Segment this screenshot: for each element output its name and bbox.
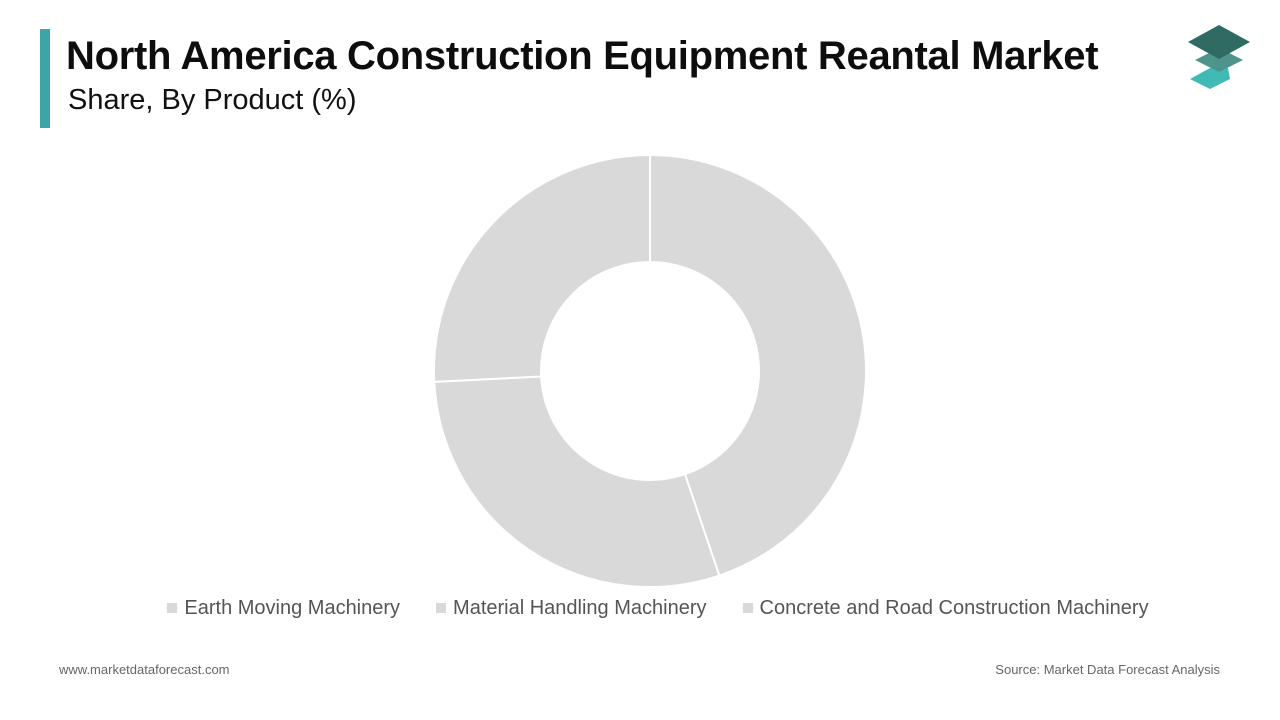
legend-swatch: [167, 603, 178, 613]
legend-item: Concrete and Road Construction Machinery: [742, 596, 1149, 620]
donut-slice-material-handling-machinery: [433, 375, 721, 588]
title-accent-bar: [40, 29, 50, 128]
footer-source: Source: Market Data Forecast Analysis: [995, 662, 1220, 677]
legend-label: Concrete and Road Construction Machinery: [759, 596, 1149, 619]
donut-slice-concrete-and-road-construction-machinery: [433, 153, 651, 383]
chart-subtitle: Share, By Product (%): [68, 84, 357, 116]
chart-title: North America Construction Equipment Rea…: [66, 34, 1099, 78]
legend-label: Material Handling Machinery: [453, 596, 707, 619]
legend-swatch: [436, 603, 447, 613]
legend-item: Material Handling Machinery: [436, 596, 707, 620]
legend-label: Earth Moving Machinery: [184, 596, 401, 619]
donut-chart: [433, 153, 867, 588]
donut-slice-earth-moving-machinery: [649, 153, 867, 577]
stacked-layers-logo-icon: [1188, 25, 1250, 89]
footer-website: www.marketdataforecast.com: [59, 662, 230, 677]
legend-item: Earth Moving Machinery: [167, 597, 400, 620]
chart-legend: Earth Moving Machinery Material Handling …: [0, 594, 1280, 622]
legend-swatch: [742, 603, 753, 613]
